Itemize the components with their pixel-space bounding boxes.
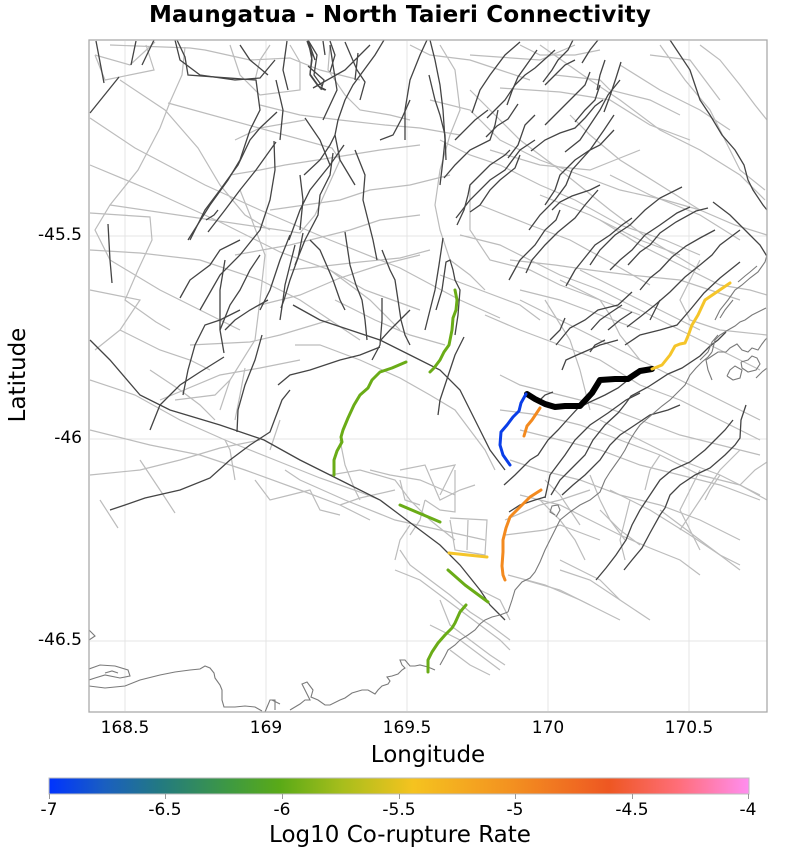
colorbar-tick-label: -6.5	[148, 800, 182, 820]
section-yellow-ne	[650, 281, 732, 371]
plot-frame	[88, 39, 768, 713]
section-source-black	[524, 366, 655, 410]
colorbar-tick-label: -5	[506, 800, 524, 820]
x-axis-label: Longitude	[370, 742, 486, 768]
section-green-south	[426, 603, 468, 674]
colorbar-tick-label: -4	[739, 800, 757, 820]
section-green-short	[398, 503, 442, 524]
section-orange-long	[500, 488, 543, 582]
colorbar-label: Log10 Co-rupture Rate	[269, 822, 531, 848]
colorbar-tick-label: -7	[40, 800, 58, 820]
colorbar-tick-mark	[165, 794, 166, 799]
y-tick-label: -46.5	[38, 630, 82, 650]
x-tick-label: 168.5	[100, 718, 150, 738]
y-tick-label: -46	[54, 428, 82, 448]
section-green-mid	[446, 568, 490, 604]
chart-title: Maungatua - North Taieri Connectivity	[148, 2, 652, 28]
section-green-north	[428, 288, 459, 374]
fault-polygons	[89, 41, 767, 676]
coastline	[89, 254, 767, 712]
section-blue	[498, 392, 528, 467]
x-tick-label: 170.5	[664, 718, 714, 738]
colorbar-tick-mark	[399, 794, 400, 799]
colorbar-tick-label: -6	[273, 800, 291, 820]
gridlines	[90, 41, 767, 711]
x-tick-label: 169	[249, 718, 283, 738]
section-orange-short	[522, 406, 542, 438]
colorbar-tick-label: -4.5	[615, 800, 649, 820]
x-tick-label: 170	[531, 718, 565, 738]
colorbar-tick-mark	[515, 794, 516, 799]
x-tick-label: 169.5	[382, 718, 432, 738]
colorbar-tick-mark	[748, 794, 749, 799]
colorbar-tick-mark	[49, 794, 50, 799]
y-tick-label: -45.5	[38, 225, 82, 245]
section-yellow-short	[447, 551, 489, 559]
highlighted-sections	[332, 281, 732, 674]
section-green-west	[332, 360, 408, 477]
colorbar-tick-label: -5.5	[382, 800, 416, 820]
colorbar-gradient	[48, 777, 750, 795]
fault-traces	[89, 40, 767, 621]
y-axis-label: Latitude	[5, 327, 31, 423]
colorbar-tick-mark	[282, 794, 283, 799]
colorbar-tick-mark	[632, 794, 633, 799]
